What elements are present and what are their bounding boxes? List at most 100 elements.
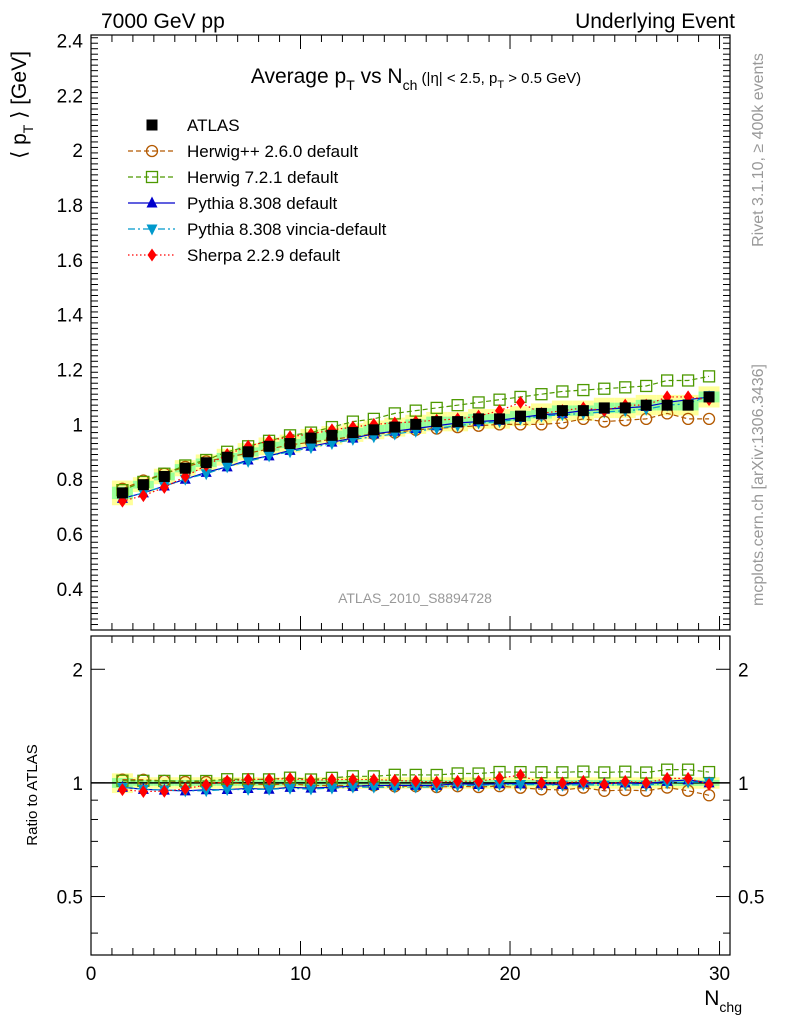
ratio-series-line [122,769,710,782]
data-point [430,401,443,415]
legend-item: Herwig 7.2.1 default [128,168,338,187]
ratio-data-point [432,775,442,789]
data-point [660,374,674,387]
ratio-data-point [326,783,338,795]
legend: ATLAS Herwig++ 2.6.0 default Herwig 7.2.1 … [128,116,387,265]
x-axis-label: Nchg [704,987,742,1015]
legend-marker [147,248,157,262]
data-point [682,399,694,411]
data-point [535,388,548,401]
mcplots-label: mcplots.cern.ch [arXiv:1306.3436] [750,364,767,606]
y-tick-label: 1 [72,415,83,436]
data-point [514,410,526,422]
legend-label: Pythia 8.308 default [187,194,338,213]
data-point [577,383,590,397]
header-left: 7000 GeV pp [101,10,225,33]
ratio-tick-label-right: 1 [738,774,749,795]
ratio-tick-label-right: 0.5 [738,888,764,909]
data-point [200,469,212,481]
data-point [326,429,338,441]
data-point [221,451,233,463]
data-point [159,480,169,494]
data-point [577,405,589,417]
ratio-data-point [453,774,463,788]
data-point [284,438,296,450]
data-point [619,402,631,414]
ratio-data-point [306,773,316,787]
data-point [389,421,401,433]
ratio-data-point [201,778,211,792]
data-point [284,447,296,459]
ratio-data-point [200,786,212,798]
ratio-data-point [222,774,232,788]
legend-marker [146,224,158,236]
ratio-data-point [662,771,672,785]
legend-label: ATLAS [187,116,240,135]
legend-label: Pythia 8.308 vincia-default [187,220,387,239]
y-tick-label: 1.2 [57,361,83,382]
y-tick-label: 2.4 [57,31,84,52]
series-line [122,375,710,491]
legend-label: Herwig++ 2.6.0 default [187,142,358,161]
ratio-data-point [159,784,169,798]
ratio-tick-label: 0.5 [57,888,83,909]
ratio-tick-label: 2 [72,660,83,681]
data-point [326,439,338,451]
ratio-data-point [243,772,253,786]
x-tick-label: 20 [499,964,520,985]
y-tick-label: 1.8 [57,196,83,217]
ratio-data-point [474,774,484,788]
y-tick-label: 0.4 [57,580,84,601]
ratio-data-point [620,774,630,788]
legend-item: Pythia 8.308 default [128,194,338,213]
legend-label: Sherpa 2.2.9 default [187,246,340,265]
main-series [116,370,716,508]
data-point [494,413,506,425]
ratio-data-point [514,779,526,791]
ratio-series [116,763,716,802]
data-point [472,396,485,409]
ratio-data-point [578,774,588,788]
data-point [681,412,695,426]
data-point [681,374,695,387]
legend-marker [146,119,158,131]
x-tick-label: 30 [709,964,730,985]
ratio-data-point [410,782,422,794]
data-point [661,399,673,411]
legend-item: Sherpa 2.2.9 default [128,246,340,265]
data-point [598,402,610,414]
legend-marker [146,196,158,208]
ratio-data-point [368,782,380,794]
ratio-plot-frame [90,635,731,956]
ratio-y-axis-label: Ratio to ATLAS [24,744,41,845]
data-point [702,370,716,383]
data-point [305,443,317,455]
ratio-data-point [389,782,401,794]
ratio-data-point [242,784,254,796]
ratio-data-point [285,772,295,786]
data-point [619,381,632,394]
data-point [556,405,568,417]
data-point [452,416,464,428]
data-point [451,399,464,412]
x-tick-label: 10 [290,964,311,985]
rivet-label: Rivet 3.1.10, ≥ 400k events [750,53,767,247]
data-point [179,462,191,474]
ratio-data-point [264,772,274,786]
ratio-tick-label-right: 2 [738,660,749,681]
ratio-series-line [122,774,710,793]
data-point [116,487,128,499]
y-tick-label: 1.6 [57,251,83,272]
y-tick-label: 2.2 [57,86,83,107]
ratio-data-point [495,771,505,785]
ratio-data-point [557,776,567,790]
data-point [242,456,254,468]
ratio-data-point [305,784,317,796]
data-point [473,413,485,425]
main-plot-frame [90,34,731,631]
ratio-data-point [263,784,275,796]
data-point [263,451,275,463]
data-point [242,446,254,458]
ratio-data-point [390,773,400,787]
ratio-data-point [515,768,525,782]
